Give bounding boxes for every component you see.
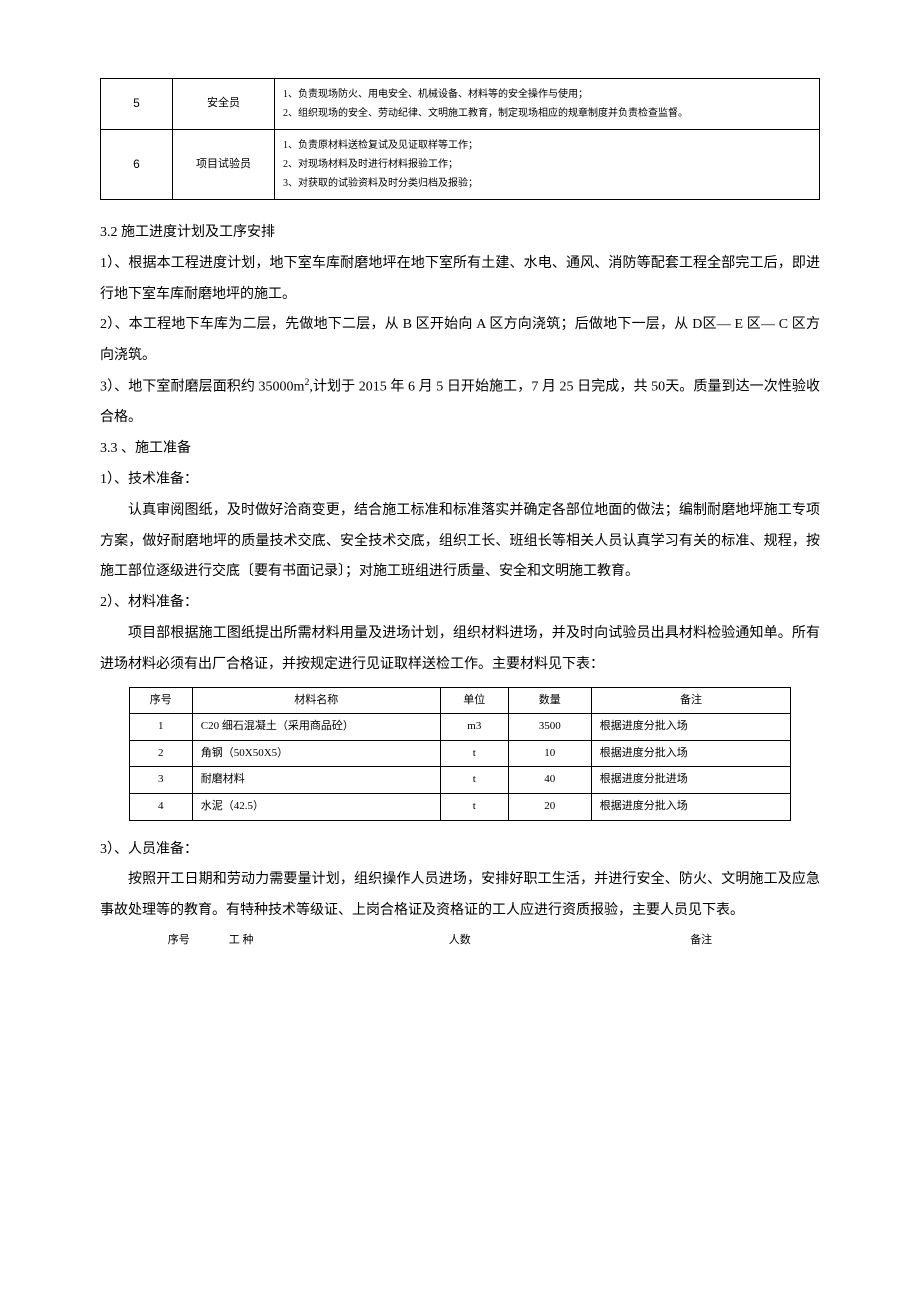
cell-qty: 20: [508, 793, 591, 820]
cell-name: 水泥（42.5）: [192, 793, 440, 820]
section-3-3-title: 3.3 、施工准备: [100, 434, 820, 465]
cell-note: 根据进度分批进场: [591, 767, 790, 794]
row-role: 安全员: [173, 79, 275, 130]
prep-2-body: 项目部根据施工图纸提出所需材料用量及进场计划，组织材料进场，并及时向试验员出具材…: [100, 619, 820, 681]
row-duties: 1、负责原材料送检复试及见证取样等工作； 2、对现场材料及时进行材料报验工作； …: [275, 130, 820, 200]
cell-num: 4: [129, 793, 192, 820]
cell-unit: m3: [440, 714, 508, 741]
cell-note: 根据进度分批入场: [591, 740, 790, 767]
table-row: 5 安全员 1、负责现场防火、用电安全、机械设备、材料等的安全操作与使用； 2、…: [101, 79, 820, 130]
row-role: 项目试验员: [173, 130, 275, 200]
prep-2-title: 2）、材料准备：: [100, 588, 820, 619]
paragraph: 3）、地下室耐磨层面积约 35000m2,计划于 2015 年 6 月 5 日开…: [100, 372, 820, 434]
responsibility-table: 5 安全员 1、负责现场防火、用电安全、机械设备、材料等的安全操作与使用； 2、…: [100, 78, 820, 200]
section-3-2-title: 3.2 施工进度计划及工序安排: [100, 218, 820, 249]
cell-unit: t: [440, 740, 508, 767]
table-row: 1 C20 细石混凝土（采用商品砼） m3 3500 根据进度分批入场: [129, 714, 790, 741]
col-header: 人数: [369, 931, 611, 951]
col-header: 工 种: [229, 931, 369, 951]
duty-line: 2、组织现场的安全、劳动纪律、文明施工教育，制定现场相应的规章制度并负责检查监督…: [283, 104, 811, 123]
duty-line: 2、对现场材料及时进行材料报验工作；: [283, 155, 811, 174]
table-row: 6 项目试验员 1、负责原材料送检复试及见证取样等工作； 2、对现场材料及时进行…: [101, 130, 820, 200]
col-header: 材料名称: [192, 687, 440, 714]
prep-3-body: 按照开工日期和劳动力需要量计划，组织操作人员进场，安排好职工生活，并进行安全、防…: [100, 865, 820, 927]
cell-name: C20 细石混凝土（采用商品砼）: [192, 714, 440, 741]
col-header: 序号: [129, 931, 229, 951]
cell-qty: 40: [508, 767, 591, 794]
col-header: 备注: [591, 687, 790, 714]
cell-name: 角钢（50X50X5）: [192, 740, 440, 767]
table-row: 3 耐磨材料 t 40 根据进度分批进场: [129, 767, 790, 794]
prep-1-body: 认真审阅图纸，及时做好洽商变更，结合施工标准和标准落实并确定各部位地面的做法；编…: [100, 496, 820, 588]
paragraph: 2）、本工程地下车库为二层，先做地下二层，从 B 区开始向 A 区方向浇筑；后做…: [100, 310, 820, 372]
cell-num: 3: [129, 767, 192, 794]
prep-3-title: 3）、人员准备：: [100, 835, 820, 866]
row-num: 6: [101, 130, 173, 200]
cell-unit: t: [440, 767, 508, 794]
col-header: 数量: [508, 687, 591, 714]
col-header: 序号: [129, 687, 192, 714]
cell-qty: 10: [508, 740, 591, 767]
cell-qty: 3500: [508, 714, 591, 741]
duty-line: 1、负责现场防火、用电安全、机械设备、材料等的安全操作与使用；: [283, 85, 811, 104]
duty-line: 3、对获取的试验资料及时分类归档及报验；: [283, 174, 811, 193]
row-num: 5: [101, 79, 173, 130]
paragraph: 1）、根据本工程进度计划，地下室车库耐磨地坪在地下室所有土建、水电、通风、消防等…: [100, 249, 820, 311]
prep-1-title: 1）、技术准备：: [100, 465, 820, 496]
personnel-table-header: 序号 工 种 人数 备注: [129, 931, 791, 951]
cell-note: 根据进度分批入场: [591, 714, 790, 741]
table-row: 4 水泥（42.5） t 20 根据进度分批入场: [129, 793, 790, 820]
row-duties: 1、负责现场防火、用电安全、机械设备、材料等的安全操作与使用； 2、组织现场的安…: [275, 79, 820, 130]
materials-table: 序号 材料名称 单位 数量 备注 1 C20 细石混凝土（采用商品砼） m3 3…: [129, 687, 791, 821]
cell-name: 耐磨材料: [192, 767, 440, 794]
cell-num: 2: [129, 740, 192, 767]
col-header: 备注: [611, 931, 791, 951]
col-header: 单位: [440, 687, 508, 714]
table-row: 2 角钢（50X50X5） t 10 根据进度分批入场: [129, 740, 790, 767]
table-header-row: 序号 材料名称 单位 数量 备注: [129, 687, 790, 714]
cell-note: 根据进度分批入场: [591, 793, 790, 820]
cell-num: 1: [129, 714, 192, 741]
text-fragment: 3）、地下室耐磨层面积约 35000m: [100, 380, 304, 395]
duty-line: 1、负责原材料送检复试及见证取样等工作；: [283, 136, 811, 155]
cell-unit: t: [440, 793, 508, 820]
